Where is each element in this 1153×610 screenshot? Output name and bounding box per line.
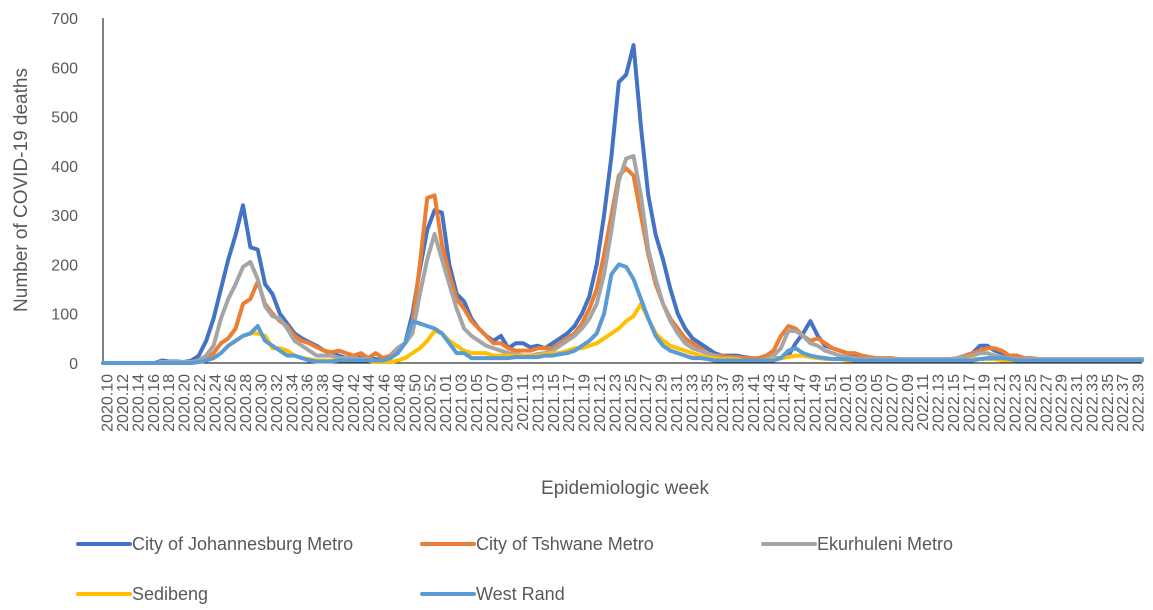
x-tick-label: 2021.05 [469, 374, 486, 432]
legend: City of Johannesburg Metro City of Tshwan… [76, 534, 953, 604]
x-axis: 2020.102020.122020.142020.162020.182020.… [100, 374, 1148, 432]
x-tick-label: 2021.19 [577, 374, 594, 432]
x-tick-label: 2022.19 [977, 374, 994, 432]
x-tick-label: 2020.42 [346, 374, 363, 432]
x-tick-label: 2021.07 [484, 374, 501, 432]
x-tick-label: 2022.23 [1007, 374, 1024, 432]
x-tick-label: 2021.39 [731, 374, 748, 432]
y-tick-label: 400 [51, 159, 78, 176]
x-tick-label: 2021.31 [669, 374, 686, 432]
x-tick-label: 2020.40 [330, 374, 347, 432]
x-tick-label: 2020.18 [161, 374, 178, 432]
y-tick-label: 300 [51, 208, 78, 225]
y-tick-label: 700 [51, 11, 78, 28]
x-tick-label: 2022.21 [992, 374, 1009, 432]
series-lines [101, 43, 1144, 365]
x-tick-label: 2021.37 [715, 374, 732, 432]
x-tick-label: 2021.45 [777, 374, 794, 432]
x-tick-label: 2021.01 [438, 374, 455, 432]
y-tick-label: 500 [51, 110, 78, 127]
series-line-2 [101, 154, 1144, 365]
x-tick-label: 2021.13 [530, 374, 547, 432]
x-tick-label: 2021.33 [684, 374, 701, 432]
x-tick-label: 2020.22 [192, 374, 209, 432]
x-tick-label: 2020.28 [238, 374, 255, 432]
legend-label-4: West Rand [476, 584, 565, 604]
x-tick-label: 2022.39 [1131, 374, 1148, 432]
x-tick-label: 2022.07 [884, 374, 901, 432]
x-tick-label: 2021.51 [823, 374, 840, 432]
axes [102, 18, 1142, 364]
x-tick-label: 2022.03 [854, 374, 871, 432]
legend-label-2: Ekurhuleni Metro [817, 534, 953, 554]
x-tick-label: 2021.17 [561, 374, 578, 432]
x-tick-label: 2020.16 [146, 374, 163, 432]
x-tick-label: 2020.26 [223, 374, 240, 432]
x-tick-label: 2022.13 [931, 374, 948, 432]
x-tick-label: 2020.32 [269, 374, 286, 432]
x-tick-label: 2022.33 [1084, 374, 1101, 432]
x-tick-label: 2020.36 [300, 374, 317, 432]
x-tick-label: 2020.10 [100, 374, 117, 432]
x-tick-label: 2022.27 [1038, 374, 1055, 432]
x-tick-label: 2022.31 [1069, 374, 1086, 432]
x-tick-label: 2020.34 [284, 374, 301, 432]
x-tick-label: 2020.24 [207, 374, 224, 432]
x-tick-label: 2020.20 [177, 374, 194, 432]
x-tick-label: 2022.11 [915, 374, 932, 431]
x-tick-label: 2022.25 [1023, 374, 1040, 432]
x-tick-label: 2021.49 [807, 374, 824, 432]
x-tick-label: 2022.37 [1115, 374, 1132, 432]
x-tick-label: 2021.35 [700, 374, 717, 432]
y-tick-label: 600 [51, 60, 78, 77]
x-tick-label: 2022.09 [900, 374, 917, 432]
x-tick-label: 2022.17 [961, 374, 978, 432]
x-tick-label: 2022.01 [838, 374, 855, 432]
x-tick-label: 2020.12 [115, 374, 132, 432]
x-tick-label: 2021.23 [607, 374, 624, 432]
x-tick-label: 2022.29 [1054, 374, 1071, 432]
x-tick-label: 2021.21 [592, 374, 609, 432]
x-tick-label: 2021.09 [500, 374, 517, 432]
x-tick-label: 2021.43 [761, 374, 778, 432]
x-tick-label: 2020.46 [377, 374, 394, 432]
y-tick-label: 0 [69, 356, 78, 373]
y-axis: 0 100 200 300 400 500 600 700 [51, 11, 78, 373]
x-tick-label: 2020.30 [253, 374, 270, 432]
x-tick-label: 2021.27 [638, 374, 655, 432]
y-axis-title: Number of COVID-19 deaths [11, 68, 32, 312]
x-tick-label: 2020.44 [361, 374, 378, 432]
x-tick-label: 2020.14 [130, 374, 147, 432]
x-tick-label: 2021.41 [746, 374, 763, 432]
y-tick-label: 200 [51, 257, 78, 274]
x-axis-title: Epidemiologic week [541, 478, 709, 499]
y-tick-label: 100 [51, 307, 78, 324]
x-tick-label: 2022.15 [946, 374, 963, 432]
x-tick-label: 2021.15 [546, 374, 563, 432]
x-tick-label: 2020.52 [423, 374, 440, 432]
x-tick-label: 2022.35 [1100, 374, 1117, 432]
x-tick-label: 2021.25 [623, 374, 640, 432]
x-tick-label: 2020.48 [392, 374, 409, 432]
x-tick-label: 2020.50 [407, 374, 424, 432]
legend-label-0: City of Johannesburg Metro [132, 534, 353, 554]
x-tick-label: 2021.03 [454, 374, 471, 432]
x-tick-label: 2021.47 [792, 374, 809, 432]
legend-label-1: City of Tshwane Metro [476, 534, 654, 554]
x-tick-label: 2021.29 [654, 374, 671, 432]
x-tick-label: 2022.05 [869, 374, 886, 432]
series-line-4 [101, 262, 1144, 365]
x-tick-label: 2021.11 [515, 374, 532, 431]
series-line-0 [101, 43, 1144, 365]
legend-label-3: Sedibeng [132, 584, 208, 604]
x-tick-label: 2020.38 [315, 374, 332, 432]
